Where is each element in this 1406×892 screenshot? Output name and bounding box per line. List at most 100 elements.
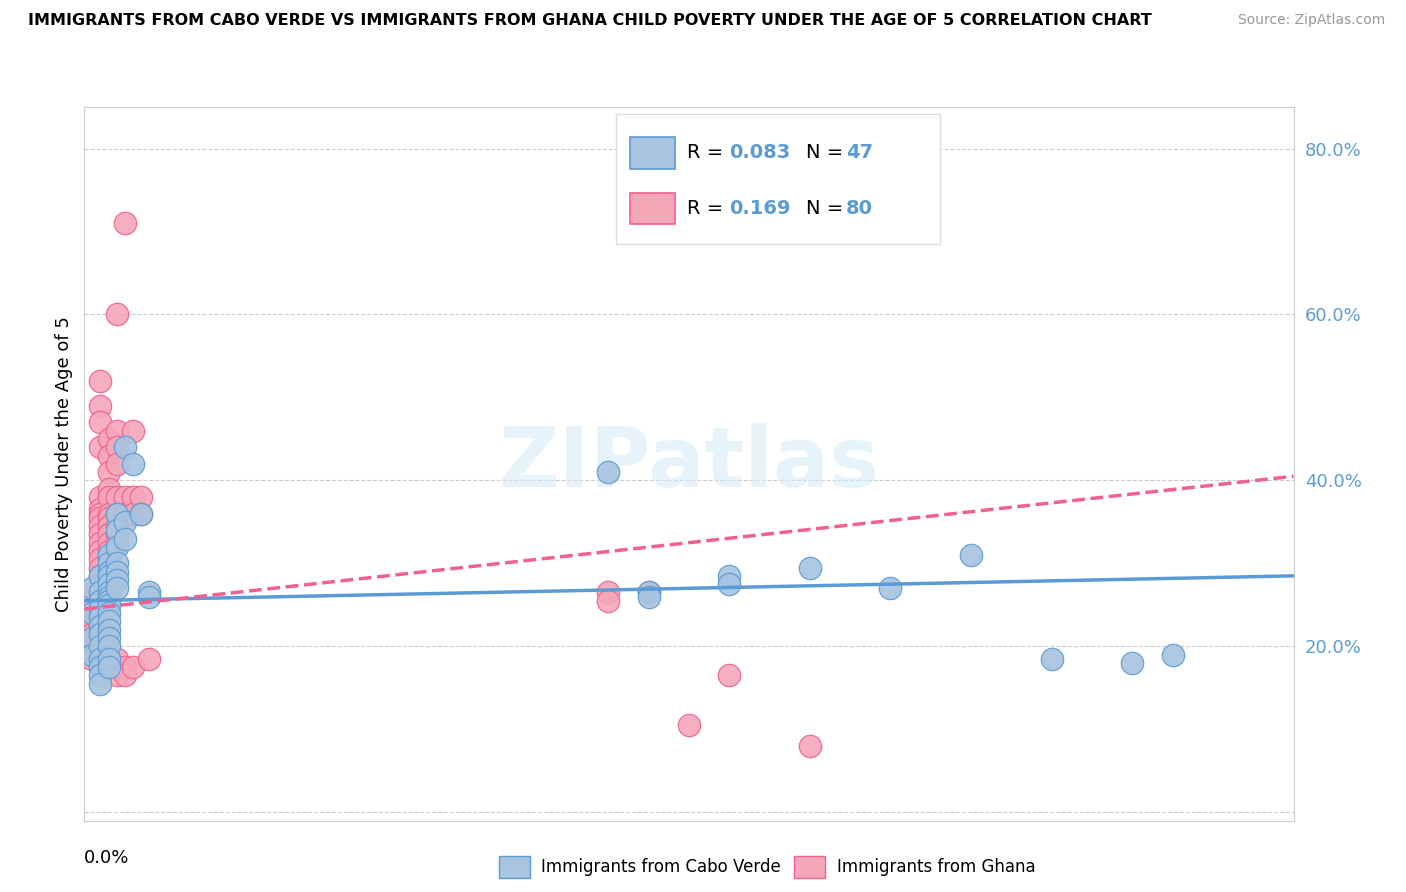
Point [121,457,143,471]
Point [105,424,128,438]
Text: Source: ZipAtlas.com: Source: ZipAtlas.com [1237,13,1385,28]
Point [598,465,620,479]
Point [105,527,128,541]
Point [138,585,160,599]
Point [718,668,741,682]
Point [89,618,111,632]
Point [82,602,104,616]
Point [89,577,111,591]
Point [97,569,120,583]
Point [89,510,111,524]
Point [89,527,111,541]
Point [114,507,136,521]
Point [89,552,111,566]
Point [89,535,111,549]
Point [89,585,111,599]
Point [97,507,120,521]
Point [82,610,104,624]
Point [89,627,111,641]
Point [105,540,128,554]
Point [129,490,152,504]
Point [799,560,821,574]
Point [114,216,136,230]
Point [97,527,120,541]
Point [97,557,120,571]
Point [637,585,659,599]
Point [121,490,143,504]
Point [678,718,700,732]
Point [114,515,136,529]
Point [82,635,104,649]
Point [105,308,128,322]
Point [89,677,111,691]
Point [637,590,659,604]
Text: 0.0%: 0.0% [84,849,129,867]
Point [89,627,111,641]
Point [89,602,111,616]
Point [89,618,111,632]
Text: 47: 47 [845,144,873,162]
Point [89,593,111,607]
Point [82,618,104,632]
Point [97,432,120,446]
Point [82,627,104,641]
Point [637,585,659,599]
Point [89,593,111,607]
Point [89,652,111,666]
Point [89,585,111,599]
Text: 0.083: 0.083 [728,144,790,162]
Point [97,510,120,524]
Point [114,660,136,674]
Point [97,660,120,674]
Text: N =: N = [806,199,849,219]
Point [97,577,120,591]
Point [89,544,111,558]
Point [105,507,128,521]
Point [1161,648,1184,662]
Point [97,465,120,479]
Point [105,519,128,533]
Point [97,482,120,496]
Text: R =: R = [686,144,730,162]
Point [82,652,104,666]
Point [89,440,111,454]
Point [97,552,120,566]
Point [89,668,111,682]
Point [89,569,111,583]
Point [105,490,128,504]
Point [105,535,128,549]
Point [97,590,120,604]
Point [89,610,111,624]
Point [97,577,120,591]
Point [105,457,128,471]
Point [138,590,160,604]
Point [105,573,128,587]
Point [129,507,152,521]
Y-axis label: Child Poverty Under the Age of 5: Child Poverty Under the Age of 5 [55,316,73,612]
Text: ZIPatlas: ZIPatlas [499,424,879,504]
Point [799,739,821,753]
Point [89,507,111,521]
Text: Immigrants from Cabo Verde: Immigrants from Cabo Verde [541,858,782,876]
Point [129,507,152,521]
Point [89,399,111,413]
Point [879,582,901,596]
Point [89,519,111,533]
Point [105,565,128,579]
Point [89,660,111,674]
Point [97,593,120,607]
Point [114,532,136,546]
Point [105,557,128,571]
Point [97,548,120,562]
Text: N =: N = [806,144,849,162]
Point [105,507,128,521]
Point [1040,652,1063,666]
Point [114,668,136,682]
Point [97,631,120,645]
Point [89,610,111,624]
Point [97,615,120,629]
Point [82,606,104,620]
Point [82,582,104,596]
Point [82,648,104,662]
Text: 0.169: 0.169 [728,199,790,219]
